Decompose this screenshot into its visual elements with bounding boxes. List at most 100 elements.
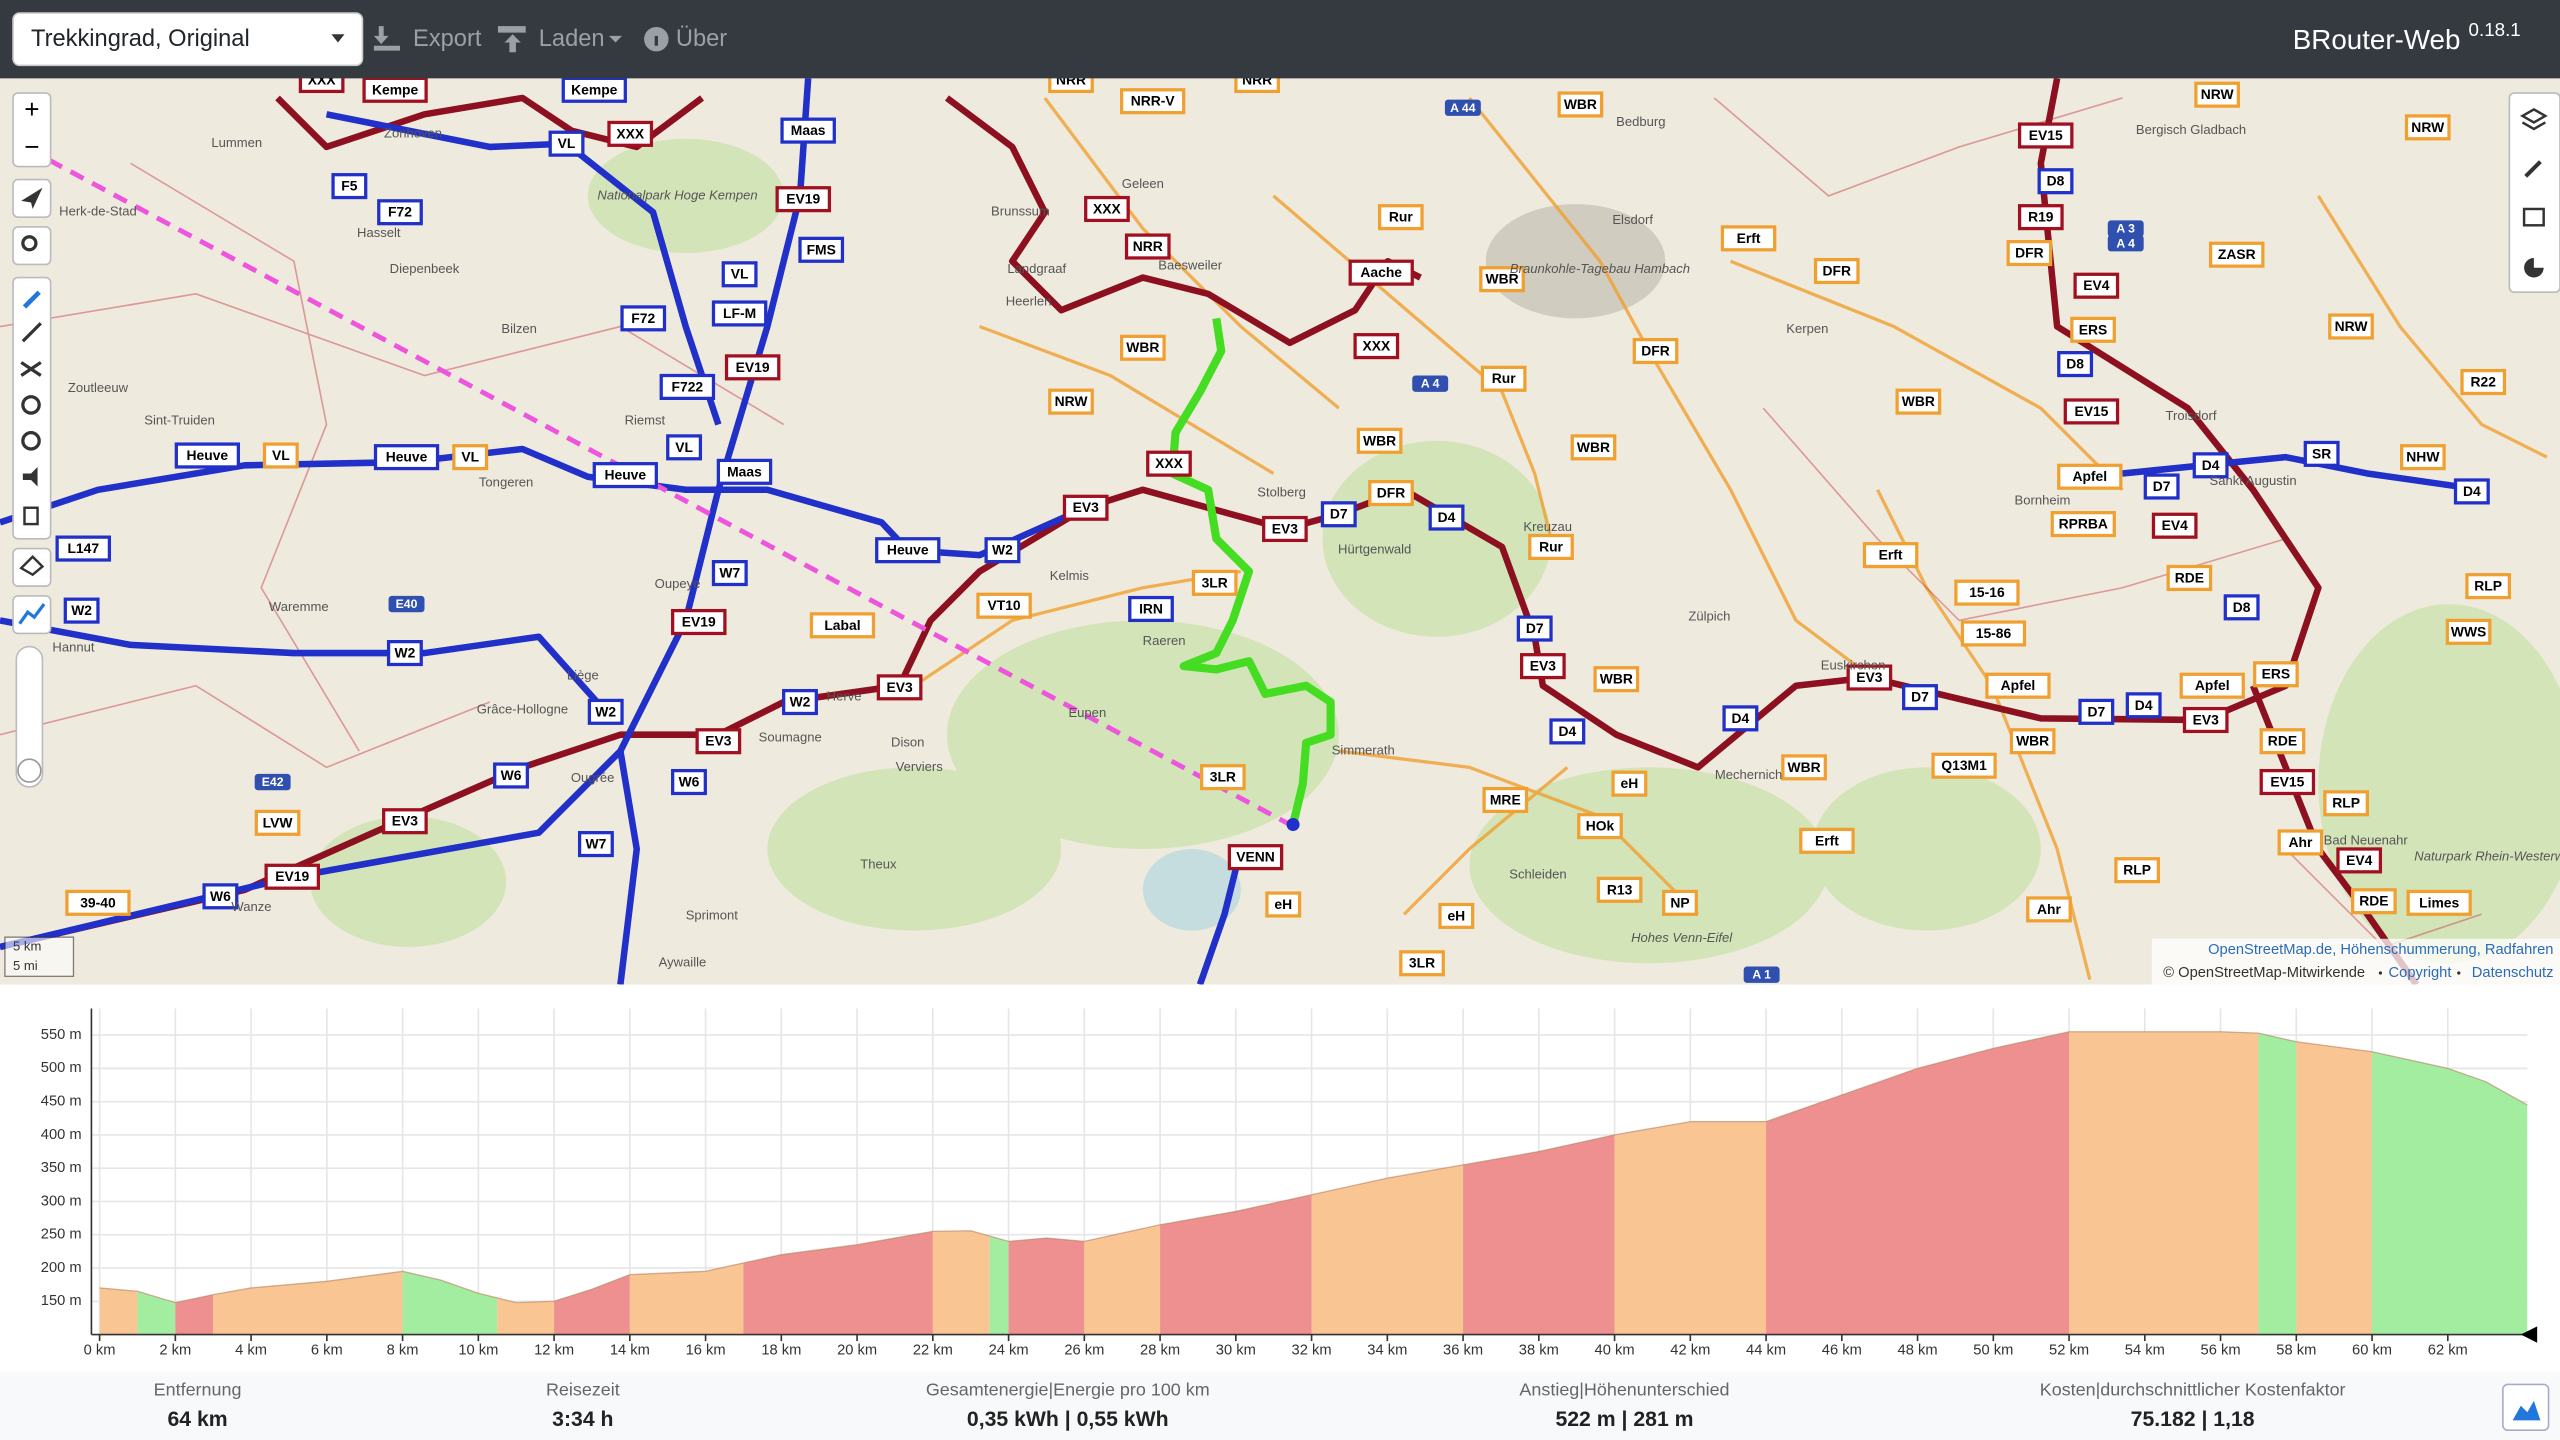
x-tick-label: 0 km <box>84 1343 116 1359</box>
place-label: Verviers <box>896 759 944 774</box>
route-shield <box>1528 533 1574 560</box>
route-shield <box>780 117 836 144</box>
route-shield-label: eH <box>1274 896 1292 912</box>
about-menu[interactable]: Über <box>676 25 727 52</box>
sidebar-tabs <box>2508 92 2560 294</box>
route-shield <box>2017 122 2074 149</box>
zoom-out[interactable]: − <box>24 131 39 161</box>
place-label: Riemst <box>625 413 666 428</box>
place-label: Sankt Augustin <box>2210 473 2297 488</box>
route-shield-label: NRW <box>2335 318 2369 334</box>
route-shield-label: D7 <box>2153 478 2171 494</box>
route-shield <box>2277 829 2324 856</box>
route-shield <box>1191 569 1238 596</box>
opacity-slider-knob[interactable] <box>17 758 42 783</box>
privacy-link[interactable]: Datenschutz <box>2472 965 2554 981</box>
route-line[interactable] <box>1168 317 1335 826</box>
route-shield-label: eH <box>1447 907 1465 923</box>
place-label: Euskirchen <box>1821 658 1886 673</box>
place-label: Simmerath <box>1332 742 1395 757</box>
profile-button[interactable] <box>2502 1383 2550 1432</box>
reverse-button[interactable] <box>20 361 42 377</box>
route-shield-label: EV15 <box>2029 127 2063 143</box>
attribution-sources[interactable]: OpenStreetMap.de, Höhenschummerung, Radf… <box>2208 942 2553 958</box>
route-shield-label: D8 <box>2233 599 2251 615</box>
route-shield-label: D7 <box>1330 506 1348 522</box>
route-shield <box>1662 889 1698 916</box>
place-label: Zoutleeuw <box>68 380 129 395</box>
opacity-slider[interactable] <box>15 645 44 788</box>
circle-button[interactable] <box>21 431 41 451</box>
route-shield-label: D4 <box>1438 509 1456 525</box>
route-shield-label: Maas <box>791 122 826 138</box>
settings-button[interactable] <box>2524 160 2542 178</box>
route-shield-label: EV3 <box>886 679 912 695</box>
route-shield <box>2151 512 2198 539</box>
table-button[interactable] <box>2522 207 2545 227</box>
route-shield <box>875 537 941 564</box>
route-shield <box>2259 728 2306 755</box>
profile-select[interactable] <box>12 12 364 67</box>
route-shield-label: W2 <box>71 602 92 618</box>
place-label: Bornheim <box>2015 493 2071 508</box>
search-button[interactable] <box>12 226 52 266</box>
brand[interactable]: BRouter-Web <box>2293 24 2461 55</box>
strava-icon <box>19 555 45 577</box>
route-shield-label: XXX <box>1093 200 1121 216</box>
y-tick-label: 150 m <box>41 1293 82 1309</box>
stat-value: 75.182 | 1,18 <box>2131 1408 2255 1431</box>
place-label: Bad Neuenahr <box>2324 832 2409 847</box>
draw-route-button[interactable] <box>22 290 41 309</box>
route-shield <box>2194 81 2240 108</box>
x-tick-label: 24 km <box>989 1343 1029 1359</box>
route-shield <box>711 560 748 587</box>
route-shield <box>1960 620 2027 647</box>
highway-shield <box>254 773 291 791</box>
route-shield <box>1549 718 1586 745</box>
route-shield <box>1862 542 1919 569</box>
stats-button[interactable] <box>2524 257 2544 278</box>
place-label: Herve <box>827 689 862 704</box>
search-icon <box>21 235 38 252</box>
load-menu[interactable]: Laden <box>539 26 605 52</box>
place-label: Hohes Venn-Eifel <box>1631 930 1733 945</box>
place-label: Kelmis <box>1050 568 1090 583</box>
profile-select-value[interactable]: Trekkingrad, Original <box>31 26 250 52</box>
place-label: Ougrée <box>571 770 615 785</box>
route-shield-label: EV3 <box>392 813 418 829</box>
route-shield <box>1128 595 1174 623</box>
gradient-segment <box>2069 1031 2259 1335</box>
route-end-marker[interactable] <box>1286 817 1300 832</box>
layers-button[interactable] <box>2519 107 2548 131</box>
place-label: Liège <box>567 667 599 682</box>
zoom-in[interactable]: + <box>24 94 39 124</box>
route-shield-label: Apfel <box>2001 677 2036 693</box>
export-menu[interactable]: Export <box>413 26 482 52</box>
route-shield <box>587 698 624 725</box>
route-shield <box>1048 388 1094 415</box>
route-shield <box>493 762 529 789</box>
delete-button[interactable] <box>23 506 39 526</box>
route-shield-label: RLP <box>2123 862 2151 878</box>
route-shield-label: HOk <box>1586 818 1615 834</box>
route-shield-label: W2 <box>790 694 811 710</box>
route-shield-label: EV3 <box>2193 711 2219 727</box>
route-shield-label: DFR <box>1641 342 1669 358</box>
route-shield <box>2125 692 2162 719</box>
highway-label: A 44 <box>1450 101 1476 115</box>
map[interactable]: XXX Kempe Kempe VL XXX Maas F5 F72 EV19 FMS VL LF-M… <box>0 66 2560 987</box>
poi-button[interactable] <box>22 466 38 487</box>
profile-end-marker <box>2520 1326 2538 1343</box>
route-shield-label: RLP <box>2474 578 2502 594</box>
route-shield-label: NP <box>1670 894 1689 910</box>
route-shield-label: NRW <box>2411 119 2445 135</box>
attribution-copyright[interactable]: © OpenStreetMap-Mitwirkende <box>2163 965 2365 981</box>
route-shield <box>2303 440 2340 467</box>
draw-line-button[interactable] <box>21 322 42 343</box>
strava-button[interactable] <box>12 547 52 587</box>
route-shield <box>2050 511 2116 538</box>
route-shield-label: W2 <box>394 645 415 661</box>
copyright-link[interactable]: Copyright <box>2389 965 2452 981</box>
no-go-button[interactable] <box>21 395 41 415</box>
x-tick-label: 4 km <box>235 1343 267 1359</box>
